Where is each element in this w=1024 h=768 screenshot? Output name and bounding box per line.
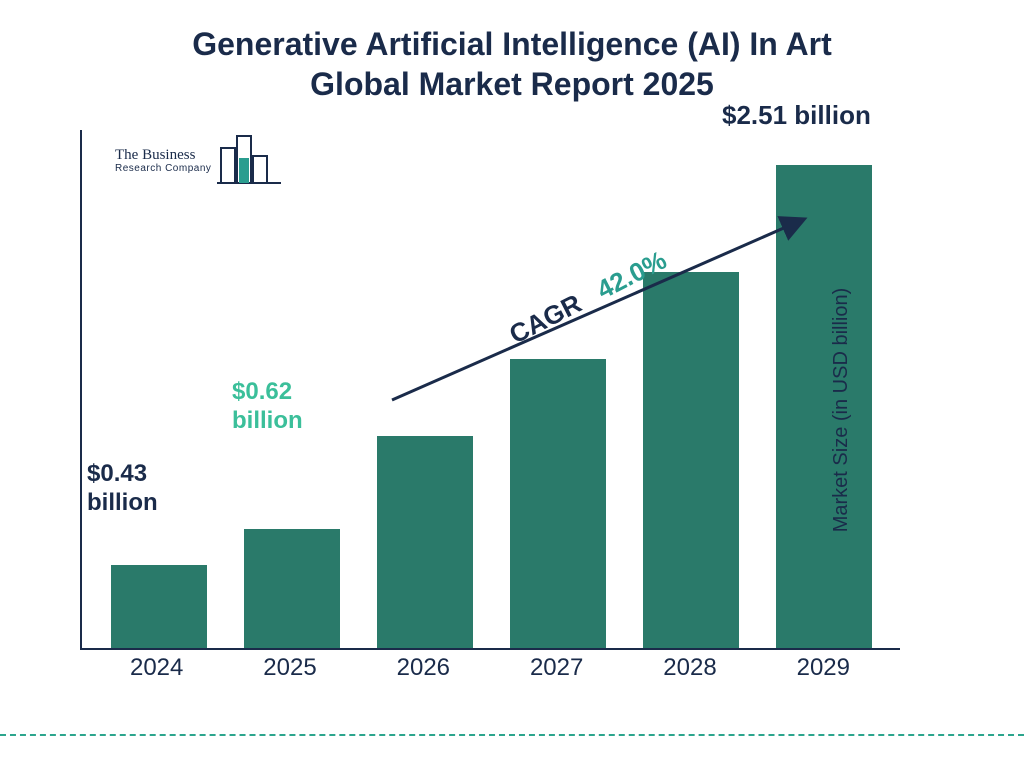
chart-title-line1: Generative Artificial Intelligence (AI) … bbox=[192, 26, 832, 62]
chart-plot: $0.43 billion $0.62 billion $2.51 billio… bbox=[80, 130, 900, 650]
bar-slot bbox=[92, 565, 225, 648]
callout-2029-text: $2.51 billion bbox=[722, 100, 871, 130]
callout-2025-amount: $0.62 bbox=[232, 378, 292, 405]
footer-divider bbox=[0, 734, 1024, 736]
bar-slot bbox=[491, 359, 624, 648]
bar-2024 bbox=[111, 565, 207, 648]
x-axis-labels: 202420252026202720282029 bbox=[80, 654, 900, 682]
bar-2026 bbox=[377, 436, 473, 648]
callout-2025-value: $0.62 billion bbox=[232, 378, 303, 436]
bar-slot bbox=[358, 436, 491, 648]
x-label: 2025 bbox=[223, 654, 356, 682]
bar-2027 bbox=[510, 359, 606, 648]
x-label: 2026 bbox=[357, 654, 490, 682]
callout-2025-unit: billion bbox=[232, 407, 303, 434]
cagr-annotation: CAGR 42.0% bbox=[392, 220, 812, 400]
x-label: 2024 bbox=[90, 654, 223, 682]
callout-2024-unit: billion bbox=[87, 489, 158, 516]
chart-title-line2: Global Market Report 2025 bbox=[310, 66, 714, 102]
bar-2025 bbox=[244, 529, 340, 648]
y-axis-label: Market Size (in USD billion) bbox=[830, 288, 853, 533]
x-label: 2027 bbox=[490, 654, 623, 682]
callout-2029-value: $2.51 billion bbox=[722, 100, 871, 131]
bar-slot bbox=[225, 529, 358, 648]
chart-title: Generative Artificial Intelligence (AI) … bbox=[0, 0, 1024, 104]
x-label: 2029 bbox=[757, 654, 890, 682]
callout-2024-amount: $0.43 bbox=[87, 460, 147, 487]
callout-2024-value: $0.43 billion bbox=[87, 460, 158, 518]
x-label: 2028 bbox=[623, 654, 756, 682]
chart-area: $0.43 billion $0.62 billion $2.51 billio… bbox=[80, 130, 920, 690]
